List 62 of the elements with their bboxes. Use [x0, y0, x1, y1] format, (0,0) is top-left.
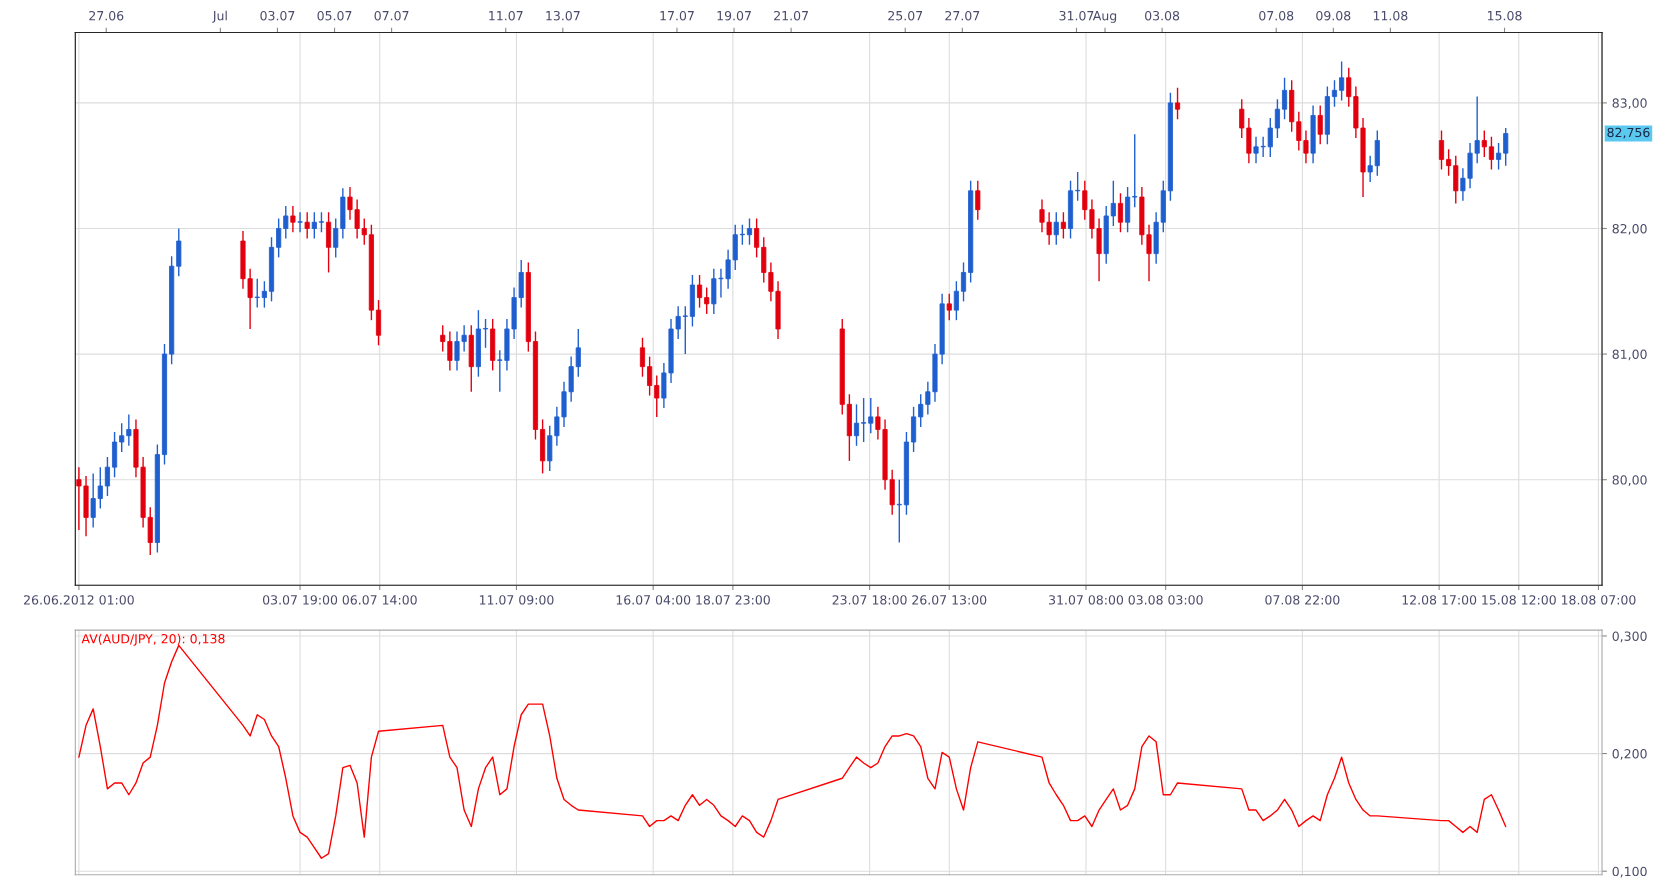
- x2-tick-label: 07.07: [374, 10, 409, 21]
- x-tick-label: 03.08 03:00: [1128, 595, 1203, 605]
- x2-tick-label: 27.07: [945, 10, 980, 21]
- candlestick: [1103, 205, 1109, 265]
- y-tick-label: 83,00: [1612, 98, 1647, 110]
- candlestick: [1053, 211, 1059, 246]
- candlestick: [682, 305, 688, 355]
- x-tick-label: 07.08 22:00: [1265, 595, 1340, 605]
- x2-tick-label: 11.07: [489, 10, 523, 21]
- x2-tick-label: 11.08: [1373, 10, 1408, 21]
- candlestick: [1453, 154, 1459, 205]
- x2-tick-label: 07.08: [1259, 10, 1294, 21]
- x-tick-label: 11.07 09:00: [479, 595, 554, 605]
- x2-tick-label: 31.07: [1059, 10, 1094, 21]
- candlestick: [468, 324, 474, 393]
- x2-tick-label: 05.07: [317, 10, 352, 21]
- y-tick-label: 0,100: [1612, 866, 1647, 878]
- x-tick-label: 15.08 12:00: [1482, 595, 1556, 605]
- x-tick-label: 23.07 18:00: [832, 595, 907, 605]
- candlestick: [482, 318, 489, 349]
- candlestick: [975, 180, 981, 221]
- x2-tick-label: 21.07: [774, 10, 808, 21]
- candlestick: [318, 211, 325, 233]
- candlestick: [1132, 133, 1138, 208]
- x2-tick-label: 27.06: [89, 10, 124, 21]
- x2-tick-label: Aug: [1092, 11, 1117, 23]
- y-tick-label: 81,00: [1612, 349, 1647, 361]
- x-tick-label: 26.07 13:00: [912, 595, 987, 605]
- x-tick-label: 18.07 23:00: [696, 595, 770, 605]
- x2-tick-label: 09.08: [1316, 10, 1351, 21]
- x2-tick-label: 19.07: [717, 10, 751, 21]
- x2-tick-label: Jul: [212, 10, 227, 23]
- x-tick-label: 06.07 14:00: [342, 595, 417, 605]
- candlestick: [297, 211, 303, 233]
- chart-title: AV(AUD/JPY, 20): 0,138: [81, 633, 225, 646]
- candlestick: [1317, 104, 1323, 146]
- candlestick: [283, 205, 289, 240]
- x2-tick-label: 25.07: [888, 10, 923, 21]
- text: 82,756: [1607, 127, 1650, 139]
- candlestick: [861, 397, 867, 443]
- y-tick-label: 0,200: [1612, 749, 1647, 760]
- x2-tick-label: 17.07: [660, 10, 694, 21]
- candlestick: [839, 318, 845, 416]
- y-tick-label: 0,300: [1612, 631, 1647, 643]
- candlestick: [868, 397, 874, 434]
- x-tick-label: 03.07 19:00: [262, 595, 338, 605]
- x2-tick-label: 03.08: [1145, 10, 1180, 21]
- candlestick: [654, 374, 660, 418]
- x-tick-label: 16.07 04:00: [616, 595, 691, 605]
- candlestick: [254, 278, 260, 309]
- x-tick-label: 31.07 08:00: [1049, 595, 1124, 605]
- x2-tick-label: 03.07: [260, 10, 295, 21]
- x2-tick-label: 13.07: [546, 10, 580, 21]
- x-tick-label: 26.06.2012 01:00: [24, 595, 134, 605]
- y-tick-label: 80,00: [1612, 475, 1647, 486]
- x-tick-label: 18.08 07:00: [1561, 595, 1636, 605]
- y-tick-label: 82,00: [1612, 223, 1647, 235]
- x2-tick-label: 15.08: [1488, 10, 1522, 21]
- line-series: [78, 644, 1507, 859]
- candlestick: [946, 293, 952, 321]
- candlestick: [176, 227, 182, 277]
- x-tick-label: 12.08 17:00: [1402, 595, 1477, 605]
